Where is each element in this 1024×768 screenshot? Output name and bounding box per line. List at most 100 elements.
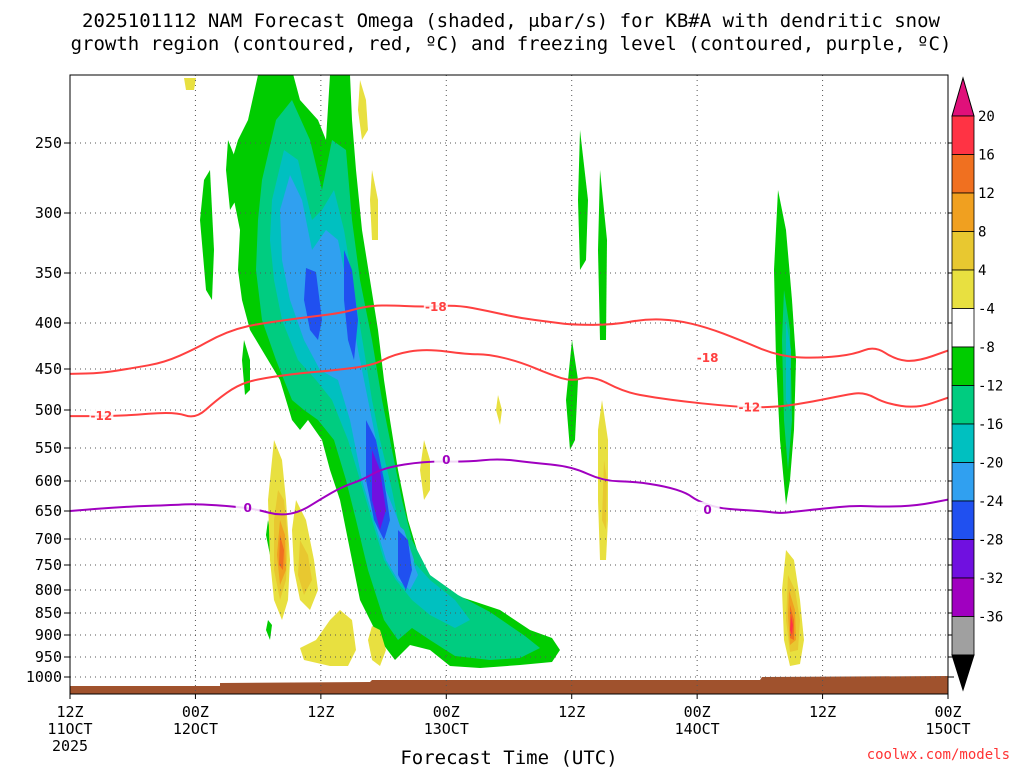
- x-tick-label-2: 12Z: [307, 703, 334, 721]
- colorbar-bottom-arrow: [951, 654, 975, 692]
- credit-text: coolwx.com/models: [867, 747, 1010, 763]
- colorbar-label-0: 20: [978, 109, 995, 125]
- omega-region-21: [184, 78, 196, 90]
- omega-region-3: [242, 340, 250, 395]
- omega-region-28: [368, 626, 386, 666]
- contour-label-bg-zero-0: [235, 500, 260, 514]
- omega-region-17: [344, 250, 358, 360]
- contour-zero: [70, 458, 948, 516]
- x-tick-label-0: 12Z: [56, 703, 83, 721]
- x-tick-label-6: 12Z: [809, 703, 836, 721]
- x-tick-year-0: 2025: [52, 737, 88, 755]
- omega-region-26: [420, 440, 430, 500]
- y-tick-label-300: 300: [35, 204, 62, 222]
- contour-label-bg-minus18-0: [423, 299, 448, 313]
- omega-region-13: [786, 320, 791, 410]
- y-tick-label-850: 850: [35, 604, 62, 622]
- x-tick-label-4: 12Z: [558, 703, 585, 721]
- colorbar-swatch-13: [951, 616, 975, 656]
- omega-region-5: [578, 130, 588, 270]
- colorbar-label-12: -32: [978, 571, 1003, 587]
- omega-region-40: [790, 615, 793, 635]
- contour-label-bg-minus18-1: [695, 349, 720, 364]
- contour-label-zero-1: 0: [442, 453, 450, 467]
- omega-region-27: [300, 610, 356, 666]
- contour-label-minus18-0: -18: [425, 300, 447, 314]
- omega-region-16: [304, 268, 322, 340]
- y-tick-label-550: 550: [35, 439, 62, 457]
- contour-label-bg-minus12-0: [89, 408, 114, 423]
- colorbar-label-6: -8: [978, 340, 995, 356]
- y-tick-label-1000: 1000: [26, 668, 62, 686]
- colorbar-swatch-8: [951, 423, 975, 463]
- colorbar: 20 16 12 8 4 -4 -8 -12 -16 -20 -24 -28 -32 -36: [951, 76, 1003, 692]
- y-tick-label-400: 400: [35, 314, 62, 332]
- title-line-1: 2025101112 NAM Forecast Omega (shaded, μ…: [82, 10, 940, 32]
- colorbar-swatch-0: [951, 115, 975, 155]
- y-tick-label-700: 700: [35, 530, 62, 548]
- colorbar-swatch-6: [951, 346, 975, 386]
- x-tick-date-7: 15OCT: [925, 720, 970, 738]
- colorbar-top-arrow: [951, 76, 975, 117]
- contour-label-zero-2: 0: [703, 503, 711, 517]
- colorbar-swatch-9: [951, 462, 975, 502]
- omega-region-8: [266, 620, 272, 640]
- colorbar-label-3: 8: [978, 225, 986, 241]
- omega-region-34: [602, 460, 607, 530]
- colorbar-label-1: 16: [978, 148, 995, 164]
- colorbar-label-2: 12: [978, 186, 995, 202]
- omega-region-38: [279, 535, 284, 570]
- colorbar-swatch-5: [951, 308, 975, 348]
- contours: -18 -18 -12 -12 0 0 0: [70, 299, 948, 517]
- title-line-2: growth region (contoured, red, ºC) and f…: [71, 33, 952, 55]
- colorbar-swatch-3: [951, 231, 975, 271]
- omega-region-23: [370, 170, 378, 240]
- omega-shading: [70, 75, 948, 694]
- colorbar-label-10: -24: [978, 494, 1003, 510]
- colorbar-swatch-2: [951, 192, 975, 232]
- contour-label-bg-zero-2: [695, 501, 720, 516]
- contour-minus18: [70, 304, 948, 375]
- omega-region-20: [372, 450, 386, 530]
- x-tick-label-1: 00Z: [182, 703, 209, 721]
- y-tick-label-750: 750: [35, 556, 62, 574]
- omega-region-1: [200, 170, 214, 300]
- contour-label-bg-zero-1: [434, 451, 459, 466]
- colorbar-label-9: -20: [978, 456, 1003, 472]
- y-tick-label-500: 500: [35, 401, 62, 419]
- contour-label-minus12-0: -12: [91, 409, 113, 423]
- colorbar-swatch-4: [951, 269, 975, 309]
- omega-region-2: [226, 140, 236, 210]
- y-tick-label-450: 450: [35, 360, 62, 378]
- y-tick-label-650: 650: [35, 502, 62, 520]
- y-tick-label-250: 250: [35, 134, 62, 152]
- contour-label-minus12-1: -12: [739, 401, 761, 415]
- colorbar-swatch-1: [951, 154, 975, 194]
- x-tick-label-3: 00Z: [433, 703, 460, 721]
- x-tick-date-1: 12OCT: [173, 720, 218, 738]
- y-tick-label-600: 600: [35, 472, 62, 490]
- x-axis-label: Forecast Time (UTC): [400, 747, 617, 768]
- colorbar-swatch-11: [951, 539, 975, 579]
- terrain-fill: [70, 676, 948, 694]
- y-tick-label-900: 900: [35, 626, 62, 644]
- contour-label-minus18-1: -18: [697, 351, 719, 365]
- x-tick-label-5: 00Z: [684, 703, 711, 721]
- colorbar-swatch-12: [951, 577, 975, 617]
- y-tick-label-350: 350: [35, 264, 62, 282]
- contour-label-zero-0: 0: [244, 501, 252, 515]
- y-axis: 250 300 350 400 450 500 550 600 650 700 750 800 850 9…: [26, 134, 954, 686]
- plot-area: -18 -18 -12 -12 0 0 0: [70, 75, 948, 694]
- colorbar-label-4: 4: [978, 263, 986, 279]
- colorbar-label-7: -12: [978, 379, 1003, 395]
- y-tick-label-800: 800: [35, 581, 62, 599]
- x-tick-date-0: 11OCT: [47, 720, 92, 738]
- colorbar-label-8: -16: [978, 417, 1003, 433]
- contour-minus12: [70, 349, 948, 418]
- x-tick-date-3: 13OCT: [424, 720, 469, 738]
- omega-region-6: [598, 170, 607, 340]
- colorbar-label-11: -28: [978, 533, 1003, 549]
- y-tick-label-950: 950: [35, 648, 62, 666]
